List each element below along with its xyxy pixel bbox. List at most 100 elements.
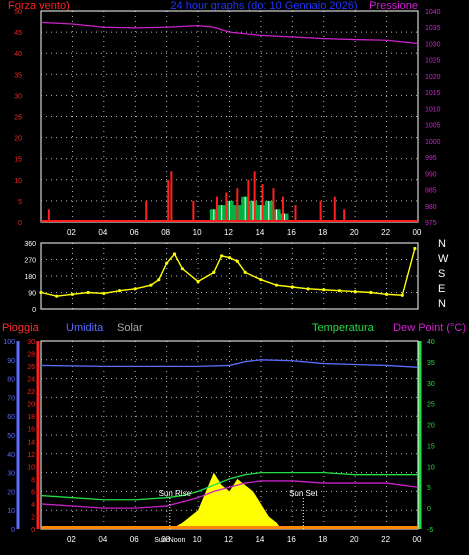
temp-y-tick: 20: [427, 423, 435, 430]
pressure-y-tick: 1000: [425, 139, 441, 146]
direction-point: [165, 261, 169, 265]
x-tick-label: 02: [67, 228, 76, 237]
humidity-y-tick: 60: [7, 414, 15, 421]
rain-y-tick: 28: [27, 352, 35, 359]
wind-y-tick: 0: [18, 220, 22, 227]
wind-y-tick: 15: [14, 157, 22, 164]
humidity-y-tick: 50: [7, 433, 15, 440]
wind-y-tick: 25: [14, 115, 22, 122]
rain-y-tick: 14: [27, 439, 35, 446]
x-tick-label: 18: [318, 228, 327, 237]
x-tick-label: 18: [318, 535, 327, 544]
x-tick-label: 00: [413, 535, 422, 544]
direction-point: [212, 270, 216, 274]
temperature-label: Temperatura: [312, 322, 375, 334]
wind-y-tick: 35: [14, 72, 22, 79]
direction-point: [172, 252, 177, 256]
direction-point: [400, 293, 404, 297]
x-tick-label: 02: [67, 535, 76, 544]
humidity-y-tick: 40: [7, 452, 15, 459]
temp-y-tick: 35: [427, 360, 435, 367]
direction-point: [117, 289, 122, 293]
x-tick-label: 22: [381, 228, 390, 237]
pressure-y-tick: 980: [425, 204, 437, 211]
humidity-y-tick: 80: [7, 377, 15, 384]
direction-point: [55, 294, 59, 298]
wind-y-tick: 45: [14, 30, 22, 37]
x-tick-label: 00: [413, 228, 422, 237]
compass-label: N: [438, 298, 446, 310]
solar-area: [41, 472, 418, 529]
pressure-y-tick: 1025: [425, 58, 441, 65]
humidity-y-tick: 100: [3, 339, 15, 346]
wind-axis-label: Forza vento): [8, 0, 70, 12]
x-tick-label: 14: [255, 535, 264, 544]
x-tick-label: 10: [193, 535, 202, 544]
x-tick-label: 20: [350, 535, 359, 544]
direction-point: [306, 287, 310, 291]
direction-point: [196, 279, 200, 284]
x-tick-label: 20: [350, 228, 359, 237]
rain-y-tick: 8: [31, 477, 35, 484]
x-tick-label: 12: [224, 228, 233, 237]
pressure-y-tick: 1005: [425, 123, 441, 130]
sunnoon-label: Sun Noon: [154, 537, 185, 544]
x-tick-label: 12: [224, 535, 233, 544]
temp-y-tick: -5: [427, 527, 433, 534]
sunset-label: Sun Set: [289, 489, 318, 498]
pressure-y-tick: 990: [425, 171, 437, 178]
x-tick-label: 10: [193, 228, 202, 237]
pressure-y-tick: 1030: [425, 41, 441, 48]
dewpoint-label: Dew Point (°C): [393, 322, 466, 334]
direction-point: [322, 288, 326, 292]
direction-point: [243, 270, 247, 274]
temp-y-tick: 25: [427, 402, 435, 409]
x-tick-label: 06: [130, 535, 139, 544]
direction-point: [235, 259, 239, 263]
compass-label: N: [438, 238, 446, 250]
x-tick-label: 04: [98, 228, 107, 237]
direction-point: [157, 278, 161, 282]
wind-y-tick: 20: [14, 136, 22, 143]
direction-point: [275, 283, 279, 287]
humidity-y-tick: 70: [7, 395, 15, 402]
x-tick-label: 22: [381, 535, 390, 544]
x-tick-label: 08: [161, 228, 170, 237]
wind-pressure-chart: 0510152025303540455097598098599099510001…: [14, 9, 440, 237]
direction-point: [149, 283, 153, 287]
rain-y-tick: 22: [27, 389, 35, 396]
temp-y-tick: 0: [427, 506, 431, 513]
direction-y-tick: 90: [28, 291, 36, 298]
direction-point: [369, 290, 373, 295]
direction-point: [220, 254, 224, 258]
rain-y-tick: 2: [31, 514, 35, 521]
direction-point: [384, 292, 389, 296]
pressure-y-tick: 995: [425, 155, 437, 162]
wind-y-tick: 30: [14, 93, 22, 100]
wind-y-tick: 5: [18, 199, 22, 206]
compass-label: S: [438, 268, 445, 280]
direction-point: [353, 289, 357, 294]
pressure-y-tick: 1015: [425, 90, 441, 97]
x-tick-label: 06: [130, 228, 139, 237]
dewpoint-line: [40, 480, 419, 509]
rain-y-tick: 12: [27, 452, 35, 459]
wind-y-tick: 10: [14, 178, 22, 185]
direction-line: [40, 248, 416, 297]
humidity-line: [40, 359, 419, 368]
direction-y-tick: 270: [24, 258, 36, 265]
compass-label: E: [438, 283, 445, 295]
pressure-y-tick: 985: [425, 188, 437, 195]
direction-y-tick: 0: [32, 307, 36, 314]
temp-y-tick: 15: [427, 443, 435, 450]
pressure-y-tick: 975: [425, 220, 437, 227]
wind-y-tick: 40: [14, 51, 22, 58]
direction-point: [290, 285, 294, 289]
pressure-y-tick: 1040: [425, 9, 441, 16]
rain-y-tick: 24: [27, 377, 35, 384]
humidity-y-tick: 10: [7, 508, 15, 515]
rain-label: Pioggia: [2, 322, 40, 334]
humidity-y-tick: 0: [11, 527, 15, 534]
direction-point: [180, 267, 184, 271]
